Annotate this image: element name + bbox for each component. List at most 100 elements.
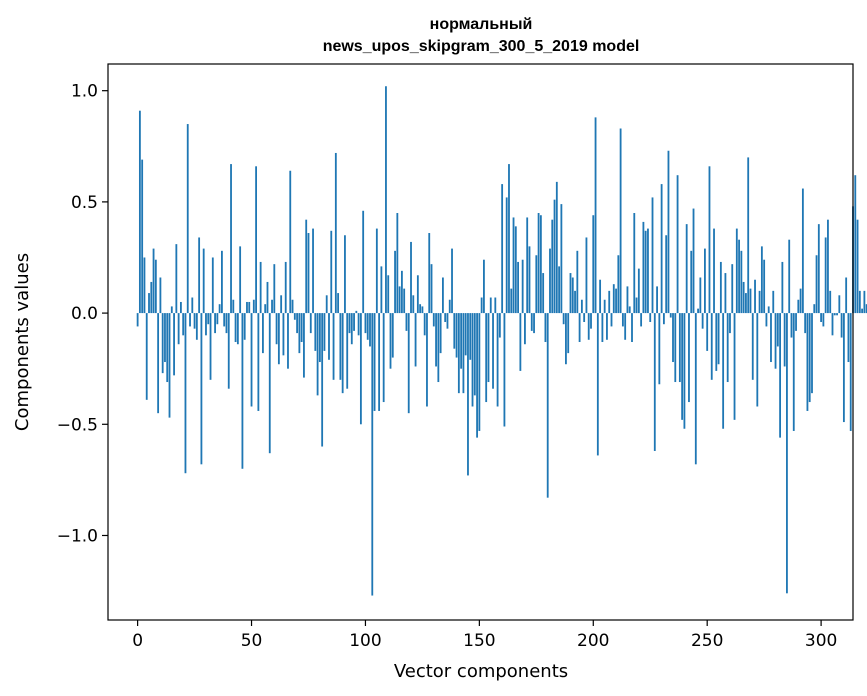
bar-265: [740, 250, 743, 314]
bar-10: [159, 277, 162, 314]
bar-195: [580, 299, 583, 314]
bar-247: [699, 277, 702, 314]
bar-300: [820, 313, 823, 322]
bar-176: [537, 213, 540, 314]
bar-266: [742, 281, 745, 314]
bar-124: [419, 304, 422, 314]
bar-52: [255, 166, 257, 314]
bar-306: [833, 313, 836, 316]
bar-98: [359, 313, 362, 425]
bar-311: [845, 277, 848, 314]
bar-25: [193, 313, 196, 329]
x-tick-label: 50: [241, 631, 263, 651]
y-tick-label: −1.0: [57, 526, 98, 546]
bar-35: [216, 313, 219, 325]
bar-291: [799, 288, 802, 314]
bar-40: [227, 313, 230, 389]
bar-253: [713, 228, 715, 314]
bar-270: [751, 313, 754, 380]
bar-279: [772, 290, 775, 314]
bar-73: [303, 313, 305, 378]
x-tick-label: 300: [805, 631, 837, 651]
bar-194: [578, 313, 581, 342]
bar-122: [414, 313, 417, 367]
bar-32: [209, 313, 212, 380]
bar-50: [250, 313, 253, 407]
bar-277: [767, 306, 770, 314]
bar-123: [416, 275, 419, 314]
bar-17: [175, 244, 178, 314]
bar-233: [667, 150, 670, 314]
bar-171: [526, 217, 529, 314]
bar-87: [334, 152, 337, 314]
bar-196: [583, 313, 586, 322]
bar-282: [779, 313, 781, 438]
bar-48: [246, 301, 248, 314]
bar-309: [840, 313, 843, 338]
bar-42: [232, 299, 235, 314]
bar-218: [633, 213, 636, 314]
bar-278: [770, 313, 772, 363]
bar-193: [576, 250, 579, 314]
bar-301: [822, 313, 825, 327]
bar-158: [496, 313, 499, 407]
bar-145: [467, 313, 469, 476]
bar-183: [553, 199, 556, 314]
bar-222: [642, 221, 645, 314]
y-tick-label: 1.0: [71, 82, 98, 102]
bar-26: [195, 313, 198, 340]
x-tick-label: 250: [691, 631, 723, 651]
bar-136: [446, 313, 449, 329]
bar-143: [462, 313, 465, 394]
bar-276: [765, 313, 768, 327]
bar-94: [350, 313, 353, 345]
bar-281: [776, 313, 779, 347]
x-axis-ticks: 0 50 100 150 200 250 300: [132, 620, 837, 651]
bar-286: [788, 239, 791, 314]
bar-264: [738, 239, 740, 314]
bar-275: [763, 259, 766, 314]
bar-239: [681, 313, 684, 420]
bar-148: [473, 313, 476, 396]
bar-226: [651, 197, 654, 314]
bar-90: [341, 313, 344, 394]
bar-251: [708, 166, 711, 314]
bar-260: [729, 313, 731, 334]
bar-101: [366, 313, 369, 340]
bar-19: [179, 301, 182, 314]
y-tick-label: 0.5: [71, 193, 98, 213]
bar-86: [332, 313, 335, 380]
bar-173: [530, 313, 533, 331]
bar-189: [567, 313, 570, 354]
bar-91: [344, 235, 346, 314]
bar-162: [505, 197, 508, 314]
bar-59: [271, 299, 273, 314]
bar-263: [735, 228, 738, 314]
bar-12: [164, 313, 166, 363]
bar-119: [407, 313, 410, 414]
bar-79: [316, 313, 319, 396]
bar-27: [198, 237, 201, 314]
bar-307: [836, 313, 838, 316]
bar-163: [508, 164, 510, 314]
bar-285: [786, 313, 788, 594]
bar-144: [464, 313, 467, 356]
bar-192: [574, 290, 576, 314]
bar-187: [562, 313, 565, 325]
bar-170: [524, 313, 526, 345]
bar-202: [596, 313, 599, 456]
bar-246: [697, 308, 699, 314]
bar-57: [266, 281, 269, 314]
bar-62: [277, 313, 280, 365]
bar-231: [662, 313, 665, 325]
bar-138: [451, 248, 453, 314]
bar-269: [749, 288, 752, 314]
bar-100: [364, 313, 367, 334]
bar-134: [442, 277, 444, 314]
bar-66: [287, 313, 289, 369]
bar-85: [330, 230, 333, 314]
bar-99: [362, 210, 365, 314]
bar-294: [806, 313, 809, 411]
bar-272: [756, 313, 759, 407]
